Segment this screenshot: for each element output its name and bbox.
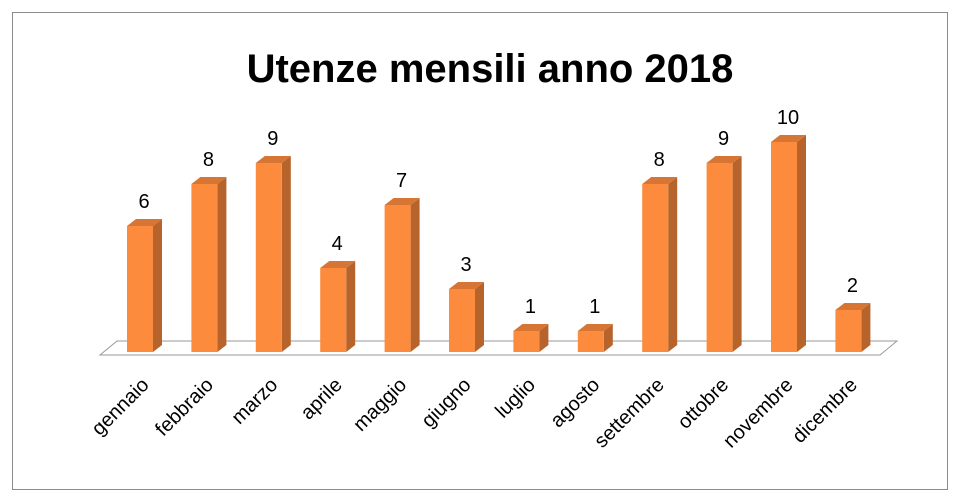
data-label: 7	[396, 170, 407, 192]
bar-side	[603, 324, 613, 352]
data-label: 9	[267, 128, 278, 150]
bar-top	[577, 324, 613, 331]
chart-title: Utenze mensili anno 2018	[247, 47, 734, 91]
bar	[513, 331, 540, 352]
bar	[642, 184, 669, 352]
bar	[449, 289, 475, 352]
bar-top	[255, 156, 291, 163]
bar-top	[642, 177, 678, 184]
bar-side	[861, 303, 871, 352]
bar-side	[281, 156, 291, 352]
bar-top	[191, 177, 227, 184]
bar-side	[797, 135, 806, 352]
bar-side	[217, 177, 227, 352]
bar-top	[449, 282, 484, 289]
bar-top	[835, 303, 871, 310]
bar	[577, 331, 604, 352]
data-label: 1	[589, 296, 600, 318]
data-label: 9	[718, 128, 729, 150]
bar-top	[320, 261, 356, 268]
bar-top	[127, 219, 162, 226]
bar-side	[346, 261, 356, 352]
floor	[98, 340, 899, 356]
data-label: 1	[525, 296, 536, 318]
bar-side	[668, 177, 678, 352]
data-label: 4	[332, 233, 343, 255]
data-label: 6	[138, 191, 149, 213]
bar-top	[384, 198, 420, 205]
bar	[706, 163, 733, 352]
bar-top	[513, 324, 549, 331]
bar	[191, 184, 218, 352]
bar-side	[732, 156, 742, 352]
bar-side	[539, 324, 549, 352]
data-label: 10	[777, 107, 799, 129]
bar-side	[475, 282, 484, 352]
bar	[255, 163, 282, 352]
data-label: 3	[460, 254, 471, 276]
data-label: 8	[203, 149, 214, 171]
bar-top	[706, 156, 742, 163]
bar	[127, 226, 153, 352]
bar-top	[771, 135, 806, 142]
bar	[384, 205, 411, 352]
bar-side	[410, 198, 420, 352]
data-label: 2	[847, 275, 858, 297]
bar-side	[153, 219, 162, 352]
data-label: 8	[654, 149, 665, 171]
bar	[771, 142, 797, 352]
bar	[320, 268, 347, 352]
bar	[835, 310, 862, 352]
